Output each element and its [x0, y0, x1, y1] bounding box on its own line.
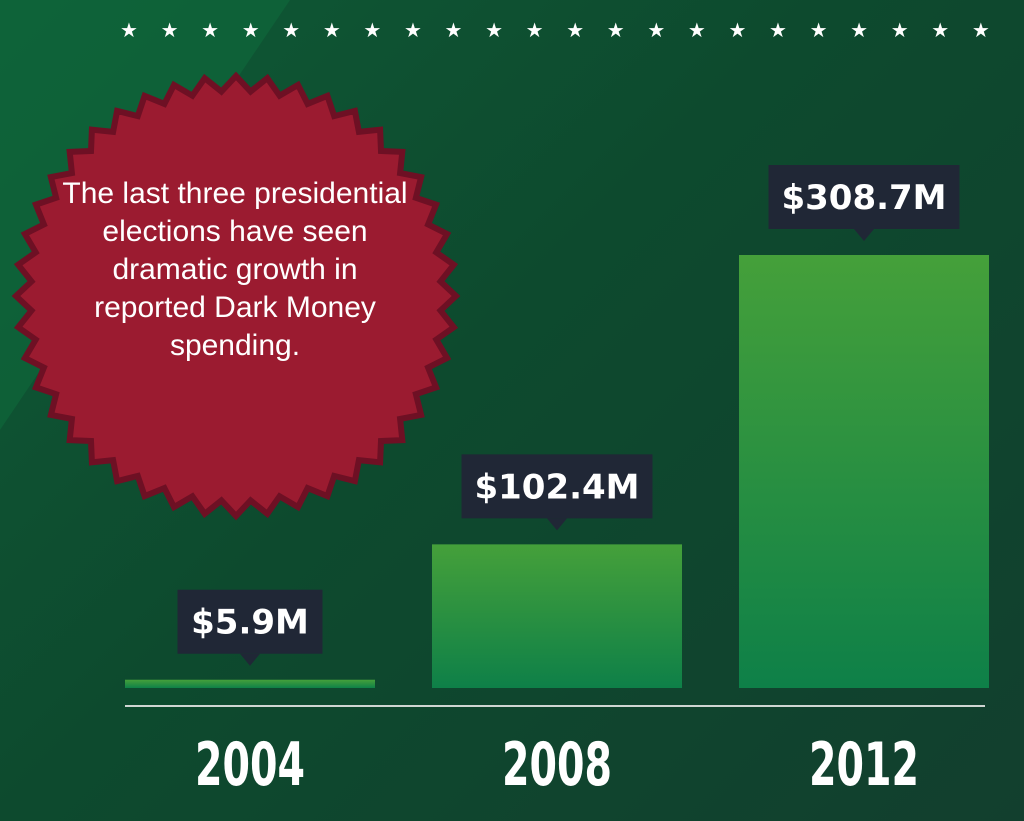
bar-2012	[739, 255, 989, 688]
value-label: $5.9M	[191, 603, 309, 643]
star-icon: ★	[363, 18, 382, 42]
star-icon: ★	[971, 18, 990, 42]
bar-2004	[125, 679, 375, 688]
star-icon: ★	[566, 18, 585, 42]
value-label-box	[768, 165, 960, 229]
star-icon: ★	[403, 18, 422, 42]
star-icon: ★	[809, 18, 828, 42]
value-label-pointer	[240, 653, 260, 666]
star-icon: ★	[201, 18, 220, 42]
star-icon: ★	[687, 18, 706, 42]
star-icon: ★	[525, 18, 544, 42]
star-icon: ★	[322, 18, 341, 42]
star-icon: ★	[120, 18, 138, 42]
x-tick-label: 2012	[809, 730, 919, 800]
star-icon: ★	[606, 18, 625, 42]
star-icon: ★	[728, 18, 747, 42]
star-icon: ★	[769, 18, 787, 42]
value-label-box	[177, 589, 323, 654]
bar-2008	[432, 544, 682, 688]
value-label: $102.4M	[474, 467, 639, 507]
value-label-pointer	[854, 229, 874, 241]
star-icon: ★	[850, 18, 869, 42]
value-label-box	[461, 454, 653, 519]
star-icon: ★	[160, 18, 179, 42]
value-label: $308.7M	[781, 178, 946, 218]
star-icon: ★	[485, 18, 503, 42]
callout-text: The last three presidential elections ha…	[62, 177, 408, 362]
starburst-shape	[11, 71, 461, 521]
star-icon: ★	[444, 18, 463, 42]
star-icon: ★	[241, 18, 260, 42]
value-label-pointer	[547, 518, 567, 531]
star-icon: ★	[890, 18, 909, 42]
star-icon: ★	[647, 18, 666, 42]
x-tick-label: 2008	[502, 730, 612, 800]
star-row: ★ ★ ★ ★ ★ ★ ★ ★ ★ ★ ★ ★ ★ ★ ★ ★ ★ ★ ★ ★ ★ ★	[120, 12, 990, 48]
star-icon: ★	[931, 18, 950, 42]
x-tick-label: 2004	[195, 730, 305, 800]
star-icon: ★	[282, 18, 301, 42]
